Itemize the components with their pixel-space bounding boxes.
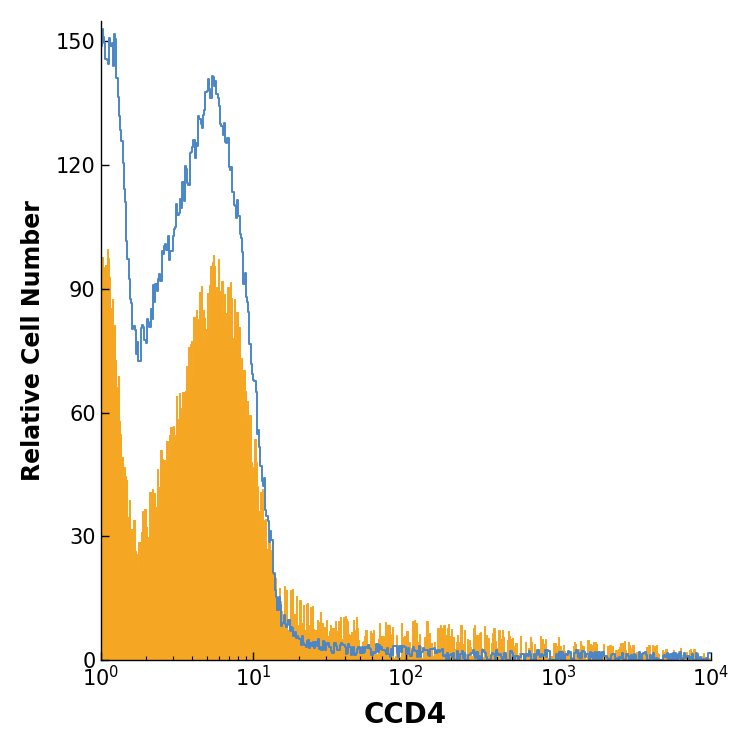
X-axis label: CCD4: CCD4 (364, 701, 447, 729)
Y-axis label: Relative Cell Number: Relative Cell Number (21, 200, 45, 481)
